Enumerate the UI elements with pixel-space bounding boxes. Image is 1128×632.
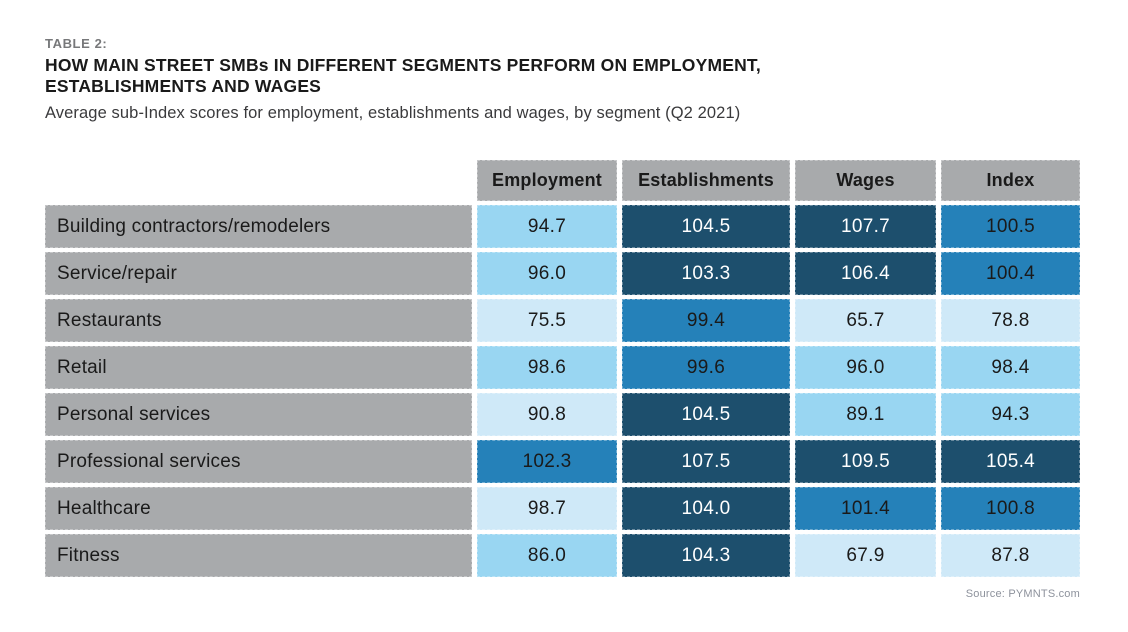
value-cell: 102.3 [477,440,617,483]
value-cell: 100.5 [941,205,1080,248]
value-cell: 107.5 [622,440,790,483]
table-row: Healthcare 98.7 104.0 101.4 100.8 [45,487,1083,530]
value-cell: 100.8 [941,487,1080,530]
segments-table: Employment Establishments Wages Index Bu… [45,160,1083,577]
value-cell: 67.9 [795,534,936,577]
value-cell: 98.6 [477,346,617,389]
table-number-label: TABLE 2: [45,36,108,51]
column-header-employment: Employment [477,160,617,201]
column-header-index: Index [941,160,1080,201]
segment-label: Building contractors/remodelers [45,205,472,248]
value-cell: 99.4 [622,299,790,342]
table-row: Professional services 102.3 107.5 109.5 105.… [45,440,1083,483]
value-cell: 75.5 [477,299,617,342]
value-cell: 87.8 [941,534,1080,577]
value-cell: 107.7 [795,205,936,248]
segment-label: Professional services [45,440,472,483]
value-cell: 104.5 [622,205,790,248]
segment-label: Healthcare [45,487,472,530]
segment-label: Service/repair [45,252,472,295]
figure-subtitle: Average sub-Index scores for employment,… [45,104,741,122]
table-row: Restaurants 75.5 99.4 65.7 78.8 [45,299,1083,342]
value-cell: 98.7 [477,487,617,530]
figure-title-line2: ESTABLISHMENTS AND WAGES [45,76,322,96]
table-row: Fitness 86.0 104.3 67.9 87.8 [45,534,1083,577]
table-row: Building contractors/remodelers 94.7 104.5… [45,205,1083,248]
column-header-establishments: Establishments [622,160,790,201]
segment-label: Retail [45,346,472,389]
source-attribution: Source: PYMNTS.com [965,588,1080,600]
value-cell: 104.3 [622,534,790,577]
value-cell: 94.7 [477,205,617,248]
table-body: Building contractors/remodelers 94.7 104.5… [45,205,1083,577]
segment-label: Fitness [45,534,472,577]
value-cell: 100.4 [941,252,1080,295]
value-cell: 65.7 [795,299,936,342]
value-cell: 109.5 [795,440,936,483]
header-spacer [45,160,472,201]
value-cell: 96.0 [795,346,936,389]
value-cell: 106.4 [795,252,936,295]
value-cell: 101.4 [795,487,936,530]
figure-title: HOW MAIN STREET SMBs IN DIFFERENT SEGMEN… [45,55,945,97]
value-cell: 103.3 [622,252,790,295]
value-cell: 78.8 [941,299,1080,342]
value-cell: 96.0 [477,252,617,295]
figure-title-line1: HOW MAIN STREET SMBs IN DIFFERENT SEGMEN… [45,55,761,75]
table-header-row: Employment Establishments Wages Index [45,160,1083,201]
figure-container: TABLE 2: HOW MAIN STREET SMBs IN DIFFERE… [45,36,1083,581]
value-cell: 105.4 [941,440,1080,483]
column-header-wages: Wages [795,160,936,201]
value-cell: 104.5 [622,393,790,436]
value-cell: 104.0 [622,487,790,530]
value-cell: 86.0 [477,534,617,577]
table-row: Retail 98.6 99.6 96.0 98.4 [45,346,1083,389]
value-cell: 99.6 [622,346,790,389]
value-cell: 94.3 [941,393,1080,436]
segment-label: Personal services [45,393,472,436]
value-cell: 89.1 [795,393,936,436]
segment-label: Restaurants [45,299,472,342]
table-row: Service/repair 96.0 103.3 106.4 100.4 [45,252,1083,295]
value-cell: 98.4 [941,346,1080,389]
table-row: Personal services 90.8 104.5 89.1 94.3 [45,393,1083,436]
value-cell: 90.8 [477,393,617,436]
